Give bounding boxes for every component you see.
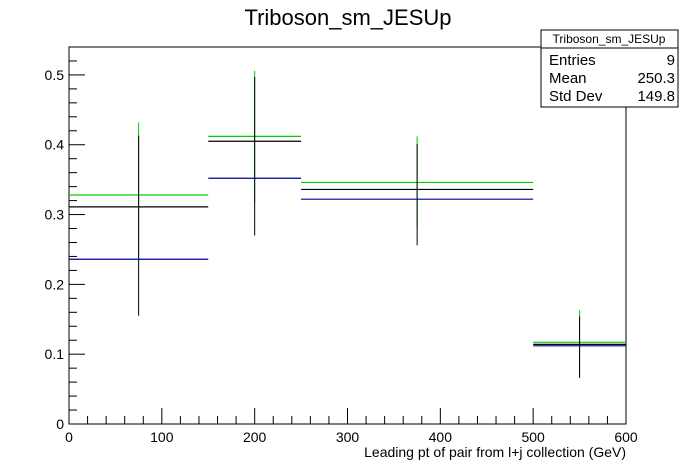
- y-tick-label: 0.3: [45, 207, 65, 223]
- x-tick-label: 300: [336, 429, 360, 445]
- series-1: [69, 77, 626, 378]
- x-tick-label: 0: [65, 429, 73, 445]
- x-tick-label: 400: [429, 429, 453, 445]
- x-tick-label: 200: [243, 429, 267, 445]
- stats-stddev-label: Std Dev: [549, 88, 603, 105]
- x-tick-label: 100: [150, 429, 174, 445]
- x-axis-label: Leading pt of pair from l+j collection (…: [364, 444, 626, 460]
- y-tick-label: 0.5: [45, 67, 65, 83]
- x-tick-label: 600: [614, 429, 638, 445]
- stats-stddev-value: 149.8: [637, 88, 675, 105]
- x-axis-ticks: 0 100 200 300 400 500 600: [65, 408, 638, 445]
- y-tick-label: 0.1: [45, 346, 65, 362]
- series-2: [69, 177, 626, 347]
- stats-mean-value: 250.3: [637, 70, 675, 87]
- stats-entries-label: Entries: [549, 52, 596, 69]
- histogram-series: [69, 70, 626, 378]
- y-tick-label: 0.2: [45, 276, 65, 292]
- stats-entries-value: 9: [667, 52, 675, 69]
- y-tick-label: 0: [56, 416, 64, 432]
- series-0: [69, 70, 626, 378]
- y-axis-ticks: 0 0.1 0.2 0.3 0.4 0.5: [45, 46, 85, 432]
- y-tick-label: 0.4: [45, 137, 65, 153]
- chart-title: Triboson_sm_JESUp: [244, 5, 451, 30]
- stats-box-title: Triboson_sm_JESUp: [553, 32, 666, 46]
- stats-mean-label: Mean: [549, 70, 587, 87]
- stats-box: Triboson_sm_JESUp Entries 9 Mean 250.3 S…: [540, 29, 679, 108]
- x-tick-label: 500: [521, 429, 545, 445]
